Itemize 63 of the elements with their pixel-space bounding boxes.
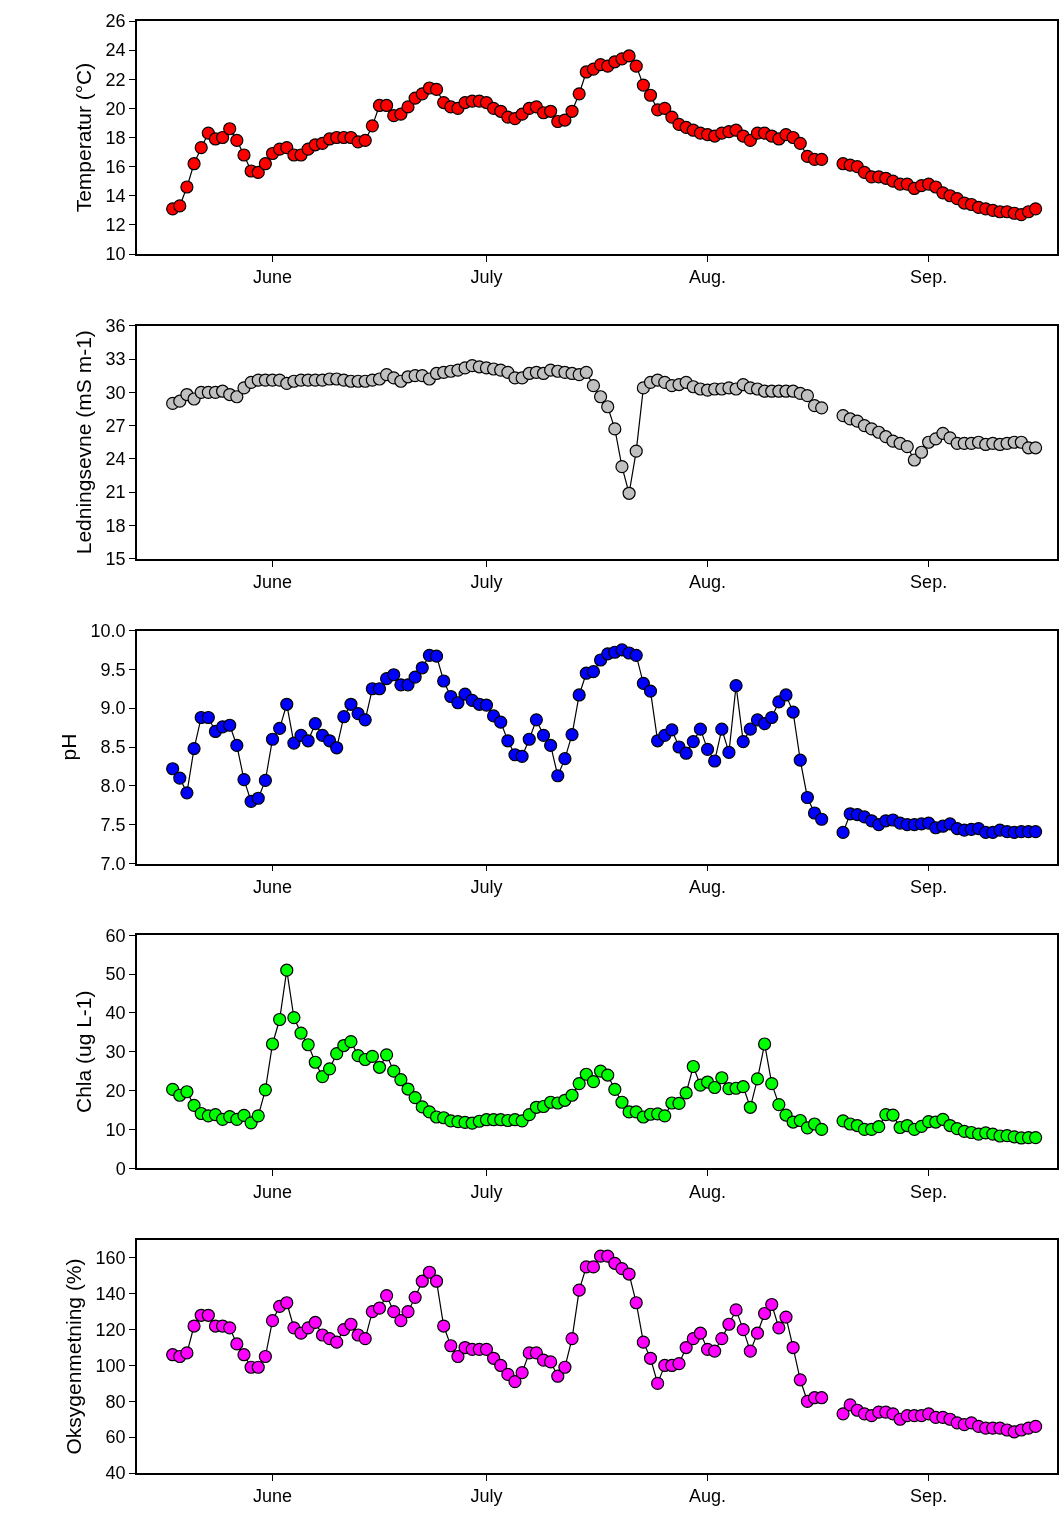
x-tick-label: Sep. [910, 1181, 948, 1202]
x-tick-label: Aug. [689, 1181, 727, 1202]
y-tick-label: 14 [105, 186, 126, 207]
y-tick-label: 18 [105, 515, 126, 536]
x-tick-label: July [470, 1486, 503, 1507]
x-tick-label: July [470, 876, 503, 897]
x-tick-label: June [252, 876, 293, 897]
y-tick-label: 7.0 [100, 853, 126, 874]
y-tick-label: 80 [105, 1391, 126, 1412]
x-tick-label: Aug. [689, 572, 727, 593]
y-tick-label: 24 [105, 40, 126, 61]
y-axis-title: Ledningsevne (mS m-1) [72, 330, 96, 555]
y-tick-label: 9.0 [100, 698, 126, 719]
y-tick-label: 26 [105, 11, 126, 32]
x-tick-label: June [252, 1486, 293, 1507]
x-tick-label: Sep. [910, 876, 948, 897]
y-tick-label: 140 [95, 1284, 126, 1305]
y-tick-label: 22 [105, 69, 126, 90]
y-tick-label: 10 [105, 1119, 126, 1140]
y-tick-label: 33 [105, 349, 126, 370]
y-tick-label: 100 [95, 1355, 126, 1376]
y-tick-label: 20 [105, 98, 126, 119]
x-tick-label: Aug. [689, 876, 727, 897]
y-tick-label: 27 [105, 415, 126, 436]
y-tick-label: 60 [105, 925, 126, 946]
x-tick-label: Sep. [910, 267, 948, 288]
y-tick-label: 10 [105, 244, 126, 265]
y-tick-label: 9.5 [100, 659, 126, 680]
y-tick-label: 30 [105, 382, 126, 403]
y-tick-label: 15 [105, 549, 126, 570]
x-tick-label: July [470, 572, 503, 593]
y-tick-label: 120 [95, 1319, 126, 1340]
y-tick-label: 24 [105, 449, 126, 470]
y-tick-label: 40 [105, 1463, 126, 1484]
y-tick-label: 8.0 [100, 776, 126, 797]
x-tick-label: Sep. [910, 1486, 948, 1507]
y-tick-label: 0 [115, 1158, 126, 1179]
y-tick-label: 10.0 [90, 620, 126, 641]
y-axis-title: Oksygenmetning (%) [62, 1258, 86, 1455]
x-tick-label: July [470, 267, 503, 288]
y-tick-label: 36 [105, 316, 126, 337]
y-tick-label: 18 [105, 127, 126, 148]
y-tick-label: 16 [105, 156, 126, 177]
x-tick-label: Sep. [910, 572, 948, 593]
y-axis-title: Chla (ug L-1) [72, 990, 96, 1114]
x-tick-label: Aug. [689, 1486, 727, 1507]
y-tick-label: 20 [105, 1080, 126, 1101]
y-axis-title: pH [57, 733, 81, 761]
y-tick-label: 21 [105, 482, 126, 503]
y-tick-label: 8.5 [100, 737, 126, 758]
y-tick-label: 50 [105, 964, 126, 985]
y-tick-label: 40 [105, 1003, 126, 1024]
x-tick-label: June [252, 572, 293, 593]
x-tick-label: June [252, 1181, 293, 1202]
y-tick-label: 12 [105, 215, 126, 236]
y-axis-title: Temperatur (°C) [72, 62, 96, 213]
y-tick-label: 160 [95, 1248, 126, 1269]
x-tick-label: Aug. [689, 267, 727, 288]
y-tick-label: 60 [105, 1427, 126, 1448]
x-tick-label: June [252, 267, 293, 288]
y-tick-label: 30 [105, 1042, 126, 1063]
y-tick-label: 7.5 [100, 814, 126, 835]
x-tick-label: July [470, 1181, 503, 1202]
